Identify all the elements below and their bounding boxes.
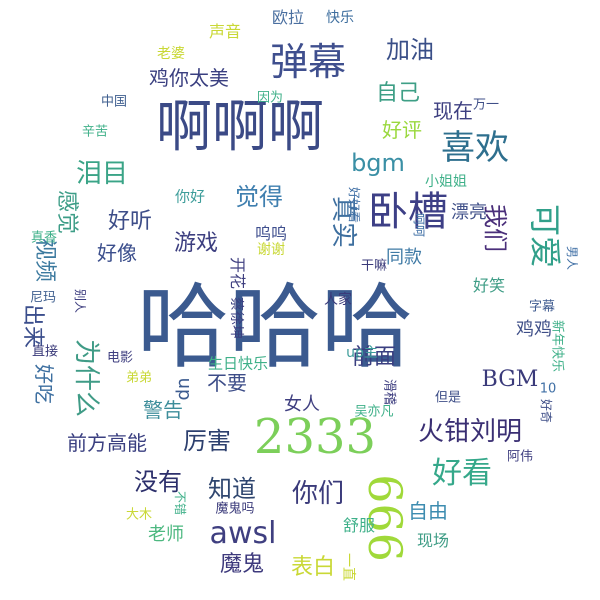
- word-ganjue: 感觉: [54, 189, 79, 235]
- word-nima: 尼玛: [29, 290, 57, 306]
- word-jinitaimei: 鸡你太美: [149, 66, 229, 90]
- word-xiaojiejie: 小姐姐: [425, 174, 467, 190]
- word-keai: 可爱: [526, 203, 564, 269]
- word-shengrikuaile: 生日快乐: [207, 354, 269, 373]
- word-jiji: 鸡鸡: [516, 319, 552, 340]
- word-awei: 阿伟: [506, 449, 534, 465]
- word-wuyifan: 吴亦凡: [354, 404, 394, 420]
- word-huoqian: 火钳刘明: [417, 417, 523, 447]
- word-danshi: 但是: [434, 390, 462, 406]
- word-meiyou: 没有: [134, 468, 182, 496]
- word-up1: up: [174, 377, 195, 401]
- word-laoshi: 老师: [148, 524, 184, 545]
- word-piaoliang: 漂亮: [451, 202, 487, 223]
- word-yizhi: 一直: [340, 553, 356, 581]
- word-zhongguo: 中国: [100, 94, 128, 110]
- word-xianzai: 现在: [433, 99, 473, 123]
- word-ziji: 自己: [375, 81, 421, 106]
- word-huaji: 滑稽: [381, 378, 397, 406]
- word-haoqi: 好奇: [539, 398, 553, 424]
- word-haoyoushan: 好好看: [347, 186, 361, 224]
- word-damu: 大木: [125, 507, 153, 523]
- word-moguima: 魔鬼吗: [215, 501, 255, 517]
- word-haoting: 好听: [107, 209, 153, 234]
- word-bucuo: 不错: [173, 490, 187, 516]
- word-danmu: 弹幕: [269, 40, 347, 84]
- word-ouila: 欧拉: [271, 8, 305, 27]
- word-wanyi: 万一: [472, 97, 500, 113]
- word-shufu: 舒服: [342, 516, 376, 535]
- word-didi: 弟弟: [125, 370, 153, 386]
- word-kuaile: 快乐: [326, 10, 354, 26]
- word-wuwu: 呜呜: [254, 224, 288, 243]
- word-mogui: 魔鬼: [219, 552, 265, 577]
- word-kaihua: 开花: [228, 256, 247, 290]
- word-nvren: 女人: [284, 394, 320, 415]
- word-nihao: 你好: [174, 187, 206, 206]
- word-leimu: 泪目: [75, 159, 129, 189]
- word-tongkuan: 同款: [386, 247, 422, 268]
- word-dianying: 电影: [106, 350, 134, 366]
- word-nimen: 你们: [291, 479, 345, 509]
- word-youxi: 游戏: [173, 231, 219, 256]
- word-xinnian: 新年快乐: [549, 319, 565, 373]
- word-bgm1: bgm: [351, 149, 405, 177]
- word-ganma: 干嘛: [360, 258, 388, 274]
- word-haoxiao: 好笑: [472, 276, 506, 295]
- word-jingao: 警告: [143, 398, 183, 422]
- word-jiayou: 加油: [386, 36, 434, 64]
- word-biaobai: 表白: [290, 555, 336, 580]
- word-ziyou: 自由: [408, 499, 448, 523]
- word-lihai: 厉害: [183, 427, 231, 455]
- word-awsl: awsl: [209, 516, 277, 551]
- word-chulai: 出来: [20, 303, 45, 349]
- word-haoping: 好评: [382, 118, 422, 142]
- word-xinku: 辛苦: [81, 124, 109, 140]
- word-shengyin: 声音: [208, 22, 242, 41]
- word-hahaha: 哈哈哈: [136, 274, 414, 381]
- word-qianfang: 前方高能: [67, 431, 147, 455]
- word-juede: 觉得: [235, 183, 283, 211]
- word-laopo: 老婆: [157, 46, 185, 62]
- word-xiexie: 谢谢: [257, 242, 285, 258]
- word-haokan: 好看: [432, 456, 492, 491]
- word-caixukun: 蔡徐坤: [228, 297, 244, 339]
- word-qianmian: 前面: [351, 345, 397, 370]
- word-zhenxiang: 真香: [30, 230, 58, 246]
- word-zimu: 字幕: [528, 299, 556, 315]
- word-haochi: 好吃: [32, 364, 56, 404]
- word-BGM2: BGM: [481, 367, 539, 392]
- word-weishenme: 为什么: [71, 338, 101, 418]
- word-renjia: 人家: [324, 292, 352, 308]
- word-xianchang: 现场: [416, 531, 450, 550]
- word-2333: 2333: [253, 409, 377, 465]
- word-aaa: 啊啊啊: [156, 95, 324, 160]
- word-zhijie: 直接: [31, 344, 59, 360]
- word-wocao: 卧槽: [368, 189, 448, 235]
- word-ten: 10: [539, 381, 557, 397]
- word-hehe: 呵呵: [412, 212, 426, 238]
- word-haoxiang: 好像: [97, 241, 137, 265]
- word-upzhu: up主: [346, 345, 378, 361]
- word-bieren: 别人: [73, 288, 87, 314]
- word-yinwei: 因为: [256, 90, 284, 106]
- word-nanren: 男人: [565, 245, 579, 271]
- word-buyao: 不要: [207, 371, 247, 395]
- word-zhidao: 知道: [208, 475, 256, 503]
- word-xihuan: 喜欢: [441, 128, 509, 168]
